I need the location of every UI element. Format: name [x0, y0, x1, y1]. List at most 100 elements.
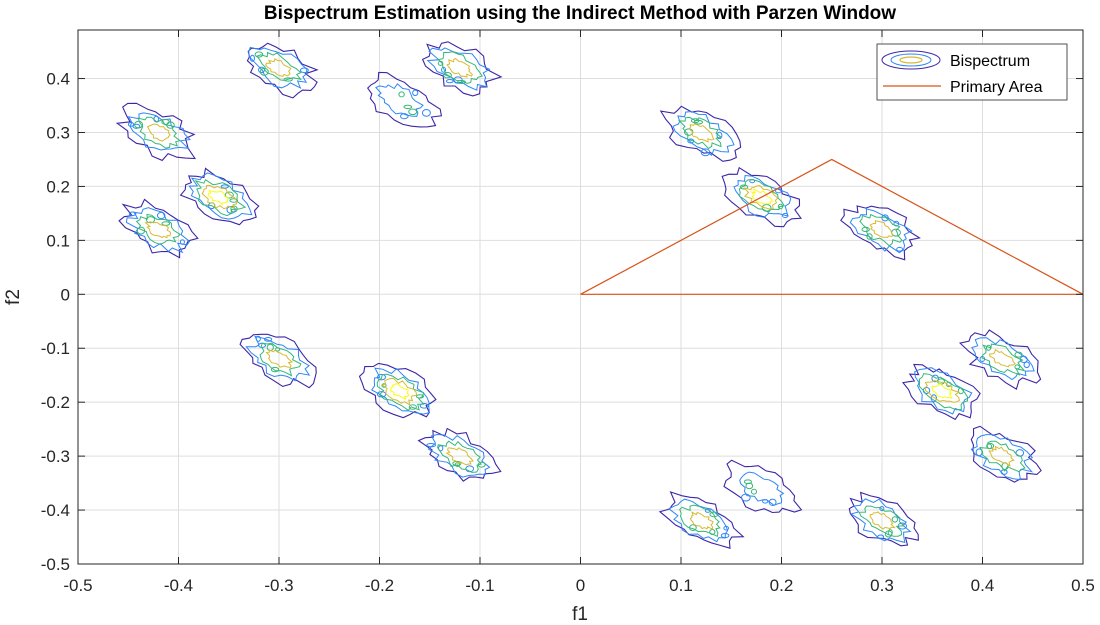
contour-island — [891, 516, 899, 523]
contour-level-3 — [858, 505, 905, 537]
contour-level-3 — [918, 373, 968, 411]
contour-island — [259, 67, 269, 76]
contour-level-4 — [265, 349, 294, 368]
contour-level-3 — [981, 343, 1026, 376]
contour-peak — [118, 198, 199, 259]
contour-level-5 — [207, 189, 229, 206]
contour-peak — [658, 491, 745, 549]
contour-level-2 — [849, 208, 913, 254]
contour-level-4 — [869, 511, 896, 530]
contour-peak — [239, 333, 317, 389]
contour-peak — [358, 362, 437, 419]
contour-level-2 — [245, 335, 311, 382]
contour-level-2 — [248, 46, 308, 90]
contour-island — [224, 191, 234, 199]
contour-level-1 — [366, 71, 443, 128]
contour-island — [879, 506, 885, 512]
contour-level-2 — [127, 112, 191, 151]
contour-peak — [115, 102, 197, 162]
contour-level-3 — [979, 440, 1026, 473]
legend-swatch-inner — [899, 56, 923, 64]
contour-island — [134, 120, 144, 129]
x-tick-label: -0.3 — [264, 576, 293, 595]
contour-level-2 — [739, 471, 785, 506]
y-tick-label: 0 — [61, 285, 70, 304]
x-tick-label: 0.1 — [669, 576, 693, 595]
contour-level-4 — [146, 123, 171, 142]
contour-level-5 — [389, 383, 410, 401]
x-tick-label: 0.2 — [770, 576, 794, 595]
contour-island — [441, 66, 447, 73]
contour-level-2 — [970, 434, 1034, 481]
contour-island — [896, 246, 904, 252]
contour-level-5 — [750, 189, 773, 205]
contour-level-4 — [743, 184, 779, 210]
contour-peak — [246, 42, 319, 99]
contour-level-2 — [971, 337, 1035, 381]
contour-level-2 — [426, 47, 491, 91]
contour-level-2 — [427, 433, 491, 478]
contour-island — [254, 51, 264, 58]
contour-level-4 — [924, 380, 961, 403]
contour-island — [398, 91, 405, 98]
y-axis-label: f2 — [3, 289, 24, 305]
contour-level-3 — [376, 373, 425, 411]
contour-level-1 — [901, 363, 981, 421]
contour-level-3 — [437, 440, 483, 473]
contour-peak — [723, 459, 803, 514]
contour-island — [408, 108, 418, 116]
contour-level-2 — [914, 367, 973, 415]
contour-island — [381, 383, 387, 388]
contour-level-1 — [115, 102, 197, 162]
contour-island — [283, 77, 293, 82]
contour-island — [299, 67, 309, 74]
contour-level-3 — [437, 51, 483, 85]
contour-island — [709, 511, 719, 518]
chart-title: Bispectrum Estimation using the Indirect… — [264, 3, 896, 24]
contour-island — [739, 184, 749, 190]
contour-level-3 — [738, 179, 785, 213]
contour-island — [445, 78, 454, 84]
contour-island — [693, 119, 703, 125]
contour-level-2 — [375, 83, 424, 117]
contour-layer — [115, 41, 1042, 549]
contour-peak — [840, 205, 921, 261]
x-tick-label: 0 — [576, 576, 585, 595]
contour-level-3 — [135, 213, 182, 245]
y-tick-label: 0.4 — [46, 70, 70, 89]
contour-level-2 — [849, 498, 912, 544]
y-tick-label: 0.2 — [46, 177, 70, 196]
contour-island — [270, 366, 280, 373]
contour-island — [700, 148, 711, 157]
contour-island — [403, 104, 413, 110]
contour-level-3 — [679, 504, 721, 538]
y-tick-label: -0.1 — [41, 339, 70, 358]
contour-island — [264, 337, 273, 342]
legend-box — [876, 43, 1068, 101]
contour-level-3 — [137, 116, 182, 149]
contour-island — [1014, 351, 1023, 358]
contour-level-4 — [446, 57, 473, 78]
contour-level-1 — [723, 459, 803, 514]
primary-area-line — [580, 158, 1084, 295]
x-tick-label: -0.5 — [63, 576, 92, 595]
contour-peak — [417, 427, 502, 482]
x-tick-label: -0.2 — [365, 576, 394, 595]
contour-peak — [721, 166, 803, 228]
contour-level-4 — [689, 123, 715, 143]
legend-contour-swatch — [881, 50, 941, 70]
y-tick-label: -0.2 — [41, 393, 70, 412]
legend-swatch-outer — [881, 50, 941, 70]
contour-level-1 — [721, 166, 803, 228]
contour-level-3 — [678, 116, 722, 150]
contour-level-3 — [859, 213, 903, 247]
y-tick-label: -0.4 — [41, 501, 70, 520]
legend: Bispectrum Primary Area — [876, 43, 1068, 101]
contour-level-3 — [194, 178, 247, 217]
x-tick-label: -0.4 — [164, 576, 193, 595]
x-tick-label: 0.5 — [1071, 576, 1095, 595]
contour-level-5 — [931, 383, 953, 399]
x-tick-label: 0.3 — [870, 576, 894, 595]
contour-level-2 — [125, 207, 191, 254]
contour-island — [220, 184, 229, 189]
